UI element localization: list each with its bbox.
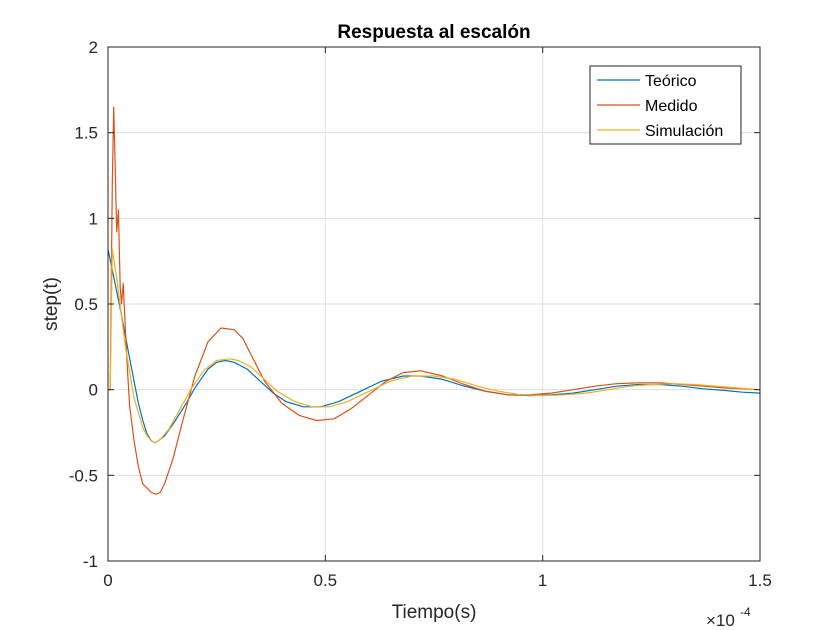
y-tick-label: 1 <box>89 209 98 228</box>
x-axis-label: Tiempo(s) <box>392 602 477 623</box>
x-exponent-power: -4 <box>740 605 751 619</box>
x-tick-label: 1 <box>538 571 547 590</box>
series-line-medido <box>108 106 761 495</box>
y-tick-label: -1 <box>83 552 98 571</box>
y-tick-label: 1.5 <box>74 124 98 143</box>
x-exponent: ×10 -4 <box>706 605 751 630</box>
legend: Teórico Medido Simulación <box>589 65 742 145</box>
y-tick-label: 2 <box>89 38 98 57</box>
x-exponent-base: ×10 <box>706 611 735 630</box>
x-tick-label: 1.5 <box>748 571 772 590</box>
y-tick-label: -0.5 <box>69 466 98 485</box>
axis-ticks <box>107 46 761 562</box>
legend-label-simulacion: Simulación <box>645 123 723 140</box>
chart-title: Respuesta al escalón <box>337 22 530 43</box>
x-tick-label: 0.5 <box>314 571 338 590</box>
series-layer <box>107 106 761 495</box>
y-axis-label: step(t) <box>41 277 62 331</box>
x-tick-label: 0 <box>103 571 112 590</box>
legend-label-teorico: Teórico <box>645 73 697 90</box>
legend-label-medido: Medido <box>645 98 698 115</box>
tick-labels: 0 0.5 1 1.5 -1 -0.5 0 0.5 1 1.5 2 <box>69 38 772 590</box>
y-tick-label: 0 <box>89 381 98 400</box>
y-tick-label: 0.5 <box>74 295 98 314</box>
series-line-simulacion <box>108 248 761 444</box>
